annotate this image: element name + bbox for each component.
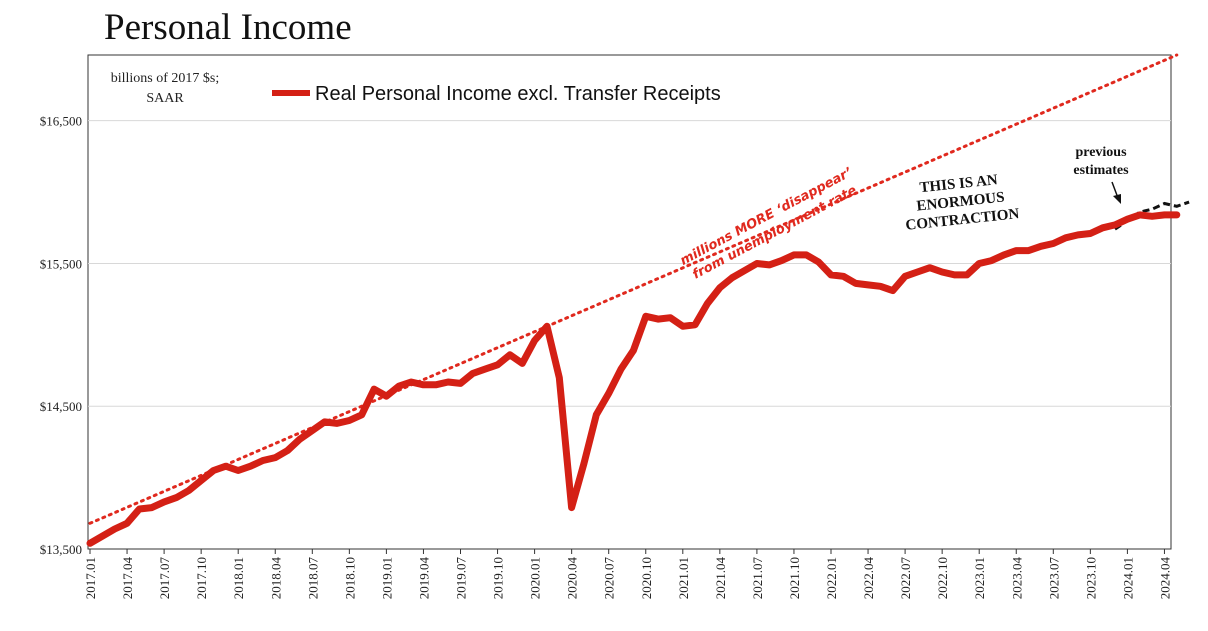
x-tick-label: 2020.01 bbox=[528, 557, 543, 599]
x-tick-label: 2024.04 bbox=[1157, 557, 1172, 600]
x-tick-label: 2022.07 bbox=[898, 557, 913, 600]
y-tick-label: $15,500 bbox=[40, 256, 82, 271]
chart-title: Personal Income bbox=[104, 7, 352, 48]
x-tick-label: 2020.04 bbox=[565, 557, 580, 600]
x-tick-label: 2023.10 bbox=[1083, 557, 1098, 599]
previous-annotation-line2: estimates bbox=[1073, 163, 1129, 178]
x-tick-label: 2018.04 bbox=[268, 557, 283, 600]
previous-arrowhead bbox=[1113, 194, 1121, 204]
x-tick-label: 2021.01 bbox=[676, 557, 691, 599]
x-tick-label: 2024.01 bbox=[1120, 557, 1135, 599]
x-tick-label: 2022.01 bbox=[824, 557, 839, 599]
x-tick-label: 2018.01 bbox=[231, 557, 246, 599]
x-tick-label: 2017.10 bbox=[194, 557, 209, 599]
x-tick-label: 2023.07 bbox=[1046, 557, 1061, 600]
y-axis-ticks: $13,500 $14,500 $15,500 $16,500 bbox=[40, 114, 82, 557]
x-tick-label: 2019.04 bbox=[416, 557, 431, 600]
x-tick-label: 2023.04 bbox=[1009, 557, 1024, 600]
series-line bbox=[86, 211, 1181, 547]
units-label-line2: SAAR bbox=[146, 91, 184, 106]
x-tick-label: 2021.07 bbox=[750, 557, 765, 600]
y-tick-label: $16,500 bbox=[40, 114, 82, 129]
x-tick-label: 2017.07 bbox=[157, 557, 172, 600]
x-tick-label: 2018.10 bbox=[342, 557, 357, 599]
x-tick-label: 2017.04 bbox=[120, 557, 135, 600]
x-tick-label: 2021.04 bbox=[713, 557, 728, 600]
x-tick-label: 2019.01 bbox=[379, 557, 394, 599]
x-tick-label: 2023.01 bbox=[972, 557, 987, 599]
trend-line bbox=[88, 53, 1179, 525]
previous-annotation-line1: previous bbox=[1075, 145, 1127, 160]
x-tick-label: 2019.07 bbox=[454, 557, 469, 600]
plot-area bbox=[87, 54, 1172, 550]
x-tick-label: 2017.01 bbox=[83, 557, 98, 599]
x-tick-label: 2022.10 bbox=[935, 557, 950, 599]
legend-label: Real Personal Income excl. Transfer Rece… bbox=[315, 83, 721, 105]
x-tick-label: 2020.10 bbox=[639, 557, 654, 599]
units-label-line1: billions of 2017 $s; bbox=[111, 71, 220, 86]
y-tick-label: $13,500 bbox=[40, 542, 82, 557]
y-tick-label: $14,500 bbox=[40, 399, 82, 414]
x-tick-label: 2020.07 bbox=[602, 557, 617, 600]
x-axis-ticks: 2017.01 2017.04 2017.07 2017.10 2018.01 2018.… bbox=[83, 549, 1172, 599]
x-tick-label: 2022.04 bbox=[861, 557, 876, 600]
x-tick-label: 2021.10 bbox=[787, 557, 802, 599]
x-tick-label: 2018.07 bbox=[305, 557, 320, 600]
x-tick-label: 2019.10 bbox=[491, 557, 506, 599]
